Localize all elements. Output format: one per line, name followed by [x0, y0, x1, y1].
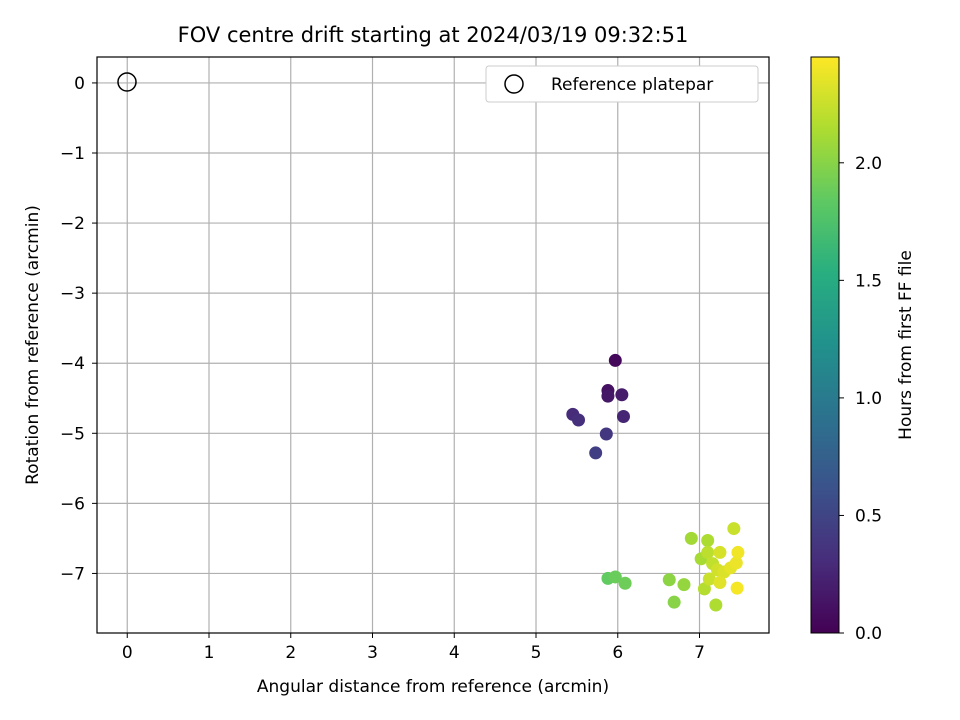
y-axis-label: Rotation from reference (arcmin) [23, 205, 43, 485]
x-axis-label: Angular distance from reference (arcmin) [257, 677, 609, 697]
data-point [589, 446, 603, 460]
x-tick-label: 7 [694, 643, 705, 663]
legend-box [485, 65, 759, 103]
colorbar-tick-label: 1.0 [855, 389, 882, 409]
data-point [701, 545, 715, 559]
colorbar-tick-label: 2.0 [855, 154, 882, 174]
colorbar-gradient [810, 56, 840, 634]
data-point [608, 570, 622, 584]
data-point [601, 389, 615, 403]
axis-ticks: 0 1 2 3 4 5 6 7 0 −1 −2 −3 −4 −5 −6 −7 [60, 74, 705, 663]
colorbar-tick-label: 0.0 [855, 624, 882, 644]
y-tick-label: 0 [74, 74, 85, 94]
data-point [684, 531, 698, 545]
data-point [702, 572, 716, 586]
reference-point-marker [117, 72, 137, 92]
y-tick-label: −5 [60, 424, 85, 444]
legend-marker [504, 74, 524, 94]
data-point [662, 573, 676, 587]
y-tick-label: −1 [60, 144, 85, 164]
data-point [713, 545, 727, 559]
data-point [608, 353, 622, 367]
y-tick-label: −4 [60, 354, 85, 374]
colorbar-ticks: 0.0 0.5 1.0 1.5 2.0 [839, 154, 882, 644]
legend-label: Reference platepar [551, 75, 713, 95]
data-point [616, 409, 630, 423]
data-point [730, 581, 744, 595]
x-tick-label: 1 [204, 643, 215, 663]
data-point [709, 598, 723, 612]
x-tick-label: 2 [285, 643, 296, 663]
colorbar-label: Hours from first FF file [896, 250, 916, 440]
data-point [727, 522, 741, 536]
x-tick-label: 4 [449, 643, 460, 663]
grid-lines [97, 57, 769, 633]
plot-frame [96, 56, 770, 634]
x-tick-label: 3 [367, 643, 378, 663]
data-point [713, 576, 727, 590]
x-tick-label: 6 [612, 643, 623, 663]
data-point [572, 413, 586, 427]
data-point [729, 556, 743, 570]
y-tick-label: −3 [60, 284, 85, 304]
data-point [615, 388, 629, 402]
y-tick-label: −6 [60, 494, 85, 514]
x-tick-label: 0 [122, 643, 133, 663]
data-point [667, 595, 681, 609]
data-point [618, 576, 632, 590]
data-point [599, 427, 613, 441]
data-point [701, 534, 715, 548]
x-tick-label: 5 [531, 643, 542, 663]
data-point [697, 582, 711, 596]
data-point [731, 545, 745, 559]
y-tick-label: −2 [60, 214, 85, 234]
data-point [677, 578, 691, 592]
colorbar-tick-label: 0.5 [855, 506, 882, 526]
colorbar-tick-label: 1.5 [855, 271, 882, 291]
legend: Reference platepar [485, 65, 759, 103]
chart-title: FOV centre drift starting at 2024/03/19 … [178, 23, 689, 47]
colorbar: 0.0 0.5 1.0 1.5 2.0 Hours from first FF file [810, 56, 916, 644]
data-points [566, 353, 745, 612]
y-tick-label: −7 [60, 564, 85, 584]
